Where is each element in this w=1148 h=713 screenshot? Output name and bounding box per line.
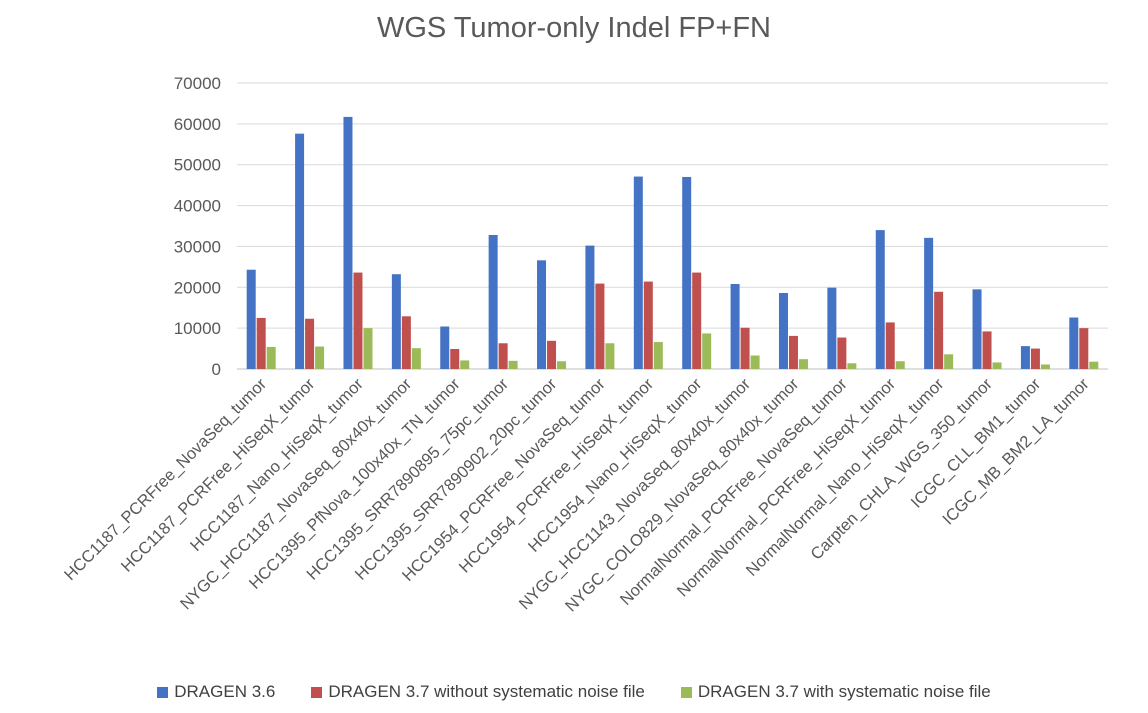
y-tick-label: 10000 bbox=[174, 319, 221, 338]
bar-series-1 bbox=[633, 176, 643, 369]
bar-series-1 bbox=[488, 234, 498, 369]
bar-series-3 bbox=[1040, 364, 1050, 369]
y-tick-label: 70000 bbox=[174, 74, 221, 93]
x-tick-label: Carpten_CHLA_WGS_350_tumor bbox=[807, 375, 996, 564]
bar-series-3 bbox=[557, 361, 567, 369]
legend-swatch-series-2 bbox=[311, 686, 323, 698]
legend-item-series-2: DRAGEN 3.7 without systematic noise file bbox=[311, 682, 645, 702]
bar-series-3 bbox=[460, 360, 470, 369]
y-tick-label: 20000 bbox=[174, 278, 221, 297]
bar-series-1 bbox=[875, 230, 885, 369]
bar-series-3 bbox=[992, 362, 1002, 369]
legend-item-series-3: DRAGEN 3.7 with systematic noise file bbox=[680, 682, 991, 702]
bar-series-2 bbox=[885, 322, 895, 369]
bar-series-2 bbox=[982, 331, 992, 369]
bar-series-1 bbox=[827, 287, 837, 369]
bar-series-1 bbox=[391, 274, 401, 369]
bar-series-2 bbox=[595, 283, 605, 369]
legend-item-series-1: DRAGEN 3.6 bbox=[157, 682, 275, 702]
bar-series-1 bbox=[585, 245, 595, 369]
bar-series-1 bbox=[343, 116, 353, 369]
bar-series-1 bbox=[440, 326, 450, 369]
bar-series-2 bbox=[1030, 348, 1040, 369]
bar-series-1 bbox=[730, 284, 740, 369]
x-tick-label: HCC1187_Nano_HiSeqX_tumor bbox=[187, 375, 367, 555]
y-tick-label: 60000 bbox=[174, 115, 221, 134]
bar-series-1 bbox=[246, 269, 256, 369]
bar-series-1 bbox=[924, 237, 934, 369]
legend-label-series-1: DRAGEN 3.6 bbox=[174, 682, 276, 701]
bar-series-2 bbox=[788, 335, 798, 369]
bar-series-3 bbox=[847, 363, 857, 369]
bar-series-2 bbox=[643, 281, 653, 369]
x-tick-label: HCC1954_Nano_HiSeqX_tumor bbox=[525, 375, 706, 556]
bar-series-3 bbox=[363, 328, 373, 369]
bar-series-3 bbox=[895, 361, 905, 369]
bar-series-2 bbox=[401, 316, 411, 369]
y-tick-label: 50000 bbox=[174, 156, 221, 175]
bar-series-1 bbox=[1069, 317, 1079, 369]
bar-series-2 bbox=[256, 317, 266, 369]
chart-title: WGS Tumor-only Indel FP+FN bbox=[376, 12, 772, 44]
bar-series-2 bbox=[692, 272, 702, 369]
bar-series-2 bbox=[353, 272, 363, 369]
legend-label-series-3: DRAGEN 3.7 with systematic noise file bbox=[697, 682, 991, 701]
bar-series-3 bbox=[508, 360, 518, 369]
chart-legend: DRAGEN 3.6 DRAGEN 3.7 without systematic… bbox=[0, 682, 1148, 702]
bar-series-1 bbox=[537, 260, 547, 369]
bar-series-2 bbox=[450, 348, 460, 369]
bar-series-3 bbox=[315, 346, 325, 369]
bar-series-2 bbox=[498, 343, 508, 369]
bar-series-2 bbox=[740, 327, 750, 369]
y-tick-label: 0 bbox=[212, 360, 221, 379]
bar-series-3 bbox=[1089, 361, 1099, 369]
bar-series-3 bbox=[702, 333, 712, 369]
bar-series-3 bbox=[750, 355, 760, 369]
bar-series-1 bbox=[972, 289, 982, 369]
y-tick-label: 30000 bbox=[174, 237, 221, 256]
bar-series-2 bbox=[305, 318, 315, 369]
bar-series-1 bbox=[682, 176, 692, 369]
bar-series-2 bbox=[1079, 328, 1089, 369]
bar-series-2 bbox=[837, 337, 847, 369]
y-tick-label: 40000 bbox=[174, 197, 221, 216]
bar-series-3 bbox=[944, 354, 954, 369]
bar-series-1 bbox=[778, 293, 788, 369]
legend-label-series-2: DRAGEN 3.7 without systematic noise file bbox=[328, 682, 645, 701]
bar-series-2 bbox=[547, 340, 557, 369]
bar-series-2 bbox=[934, 291, 944, 369]
bar-series-1 bbox=[295, 133, 305, 369]
bar-series-3 bbox=[411, 348, 421, 369]
bar-series-1 bbox=[1020, 346, 1030, 369]
bar-series-3 bbox=[653, 342, 663, 369]
bar-series-3 bbox=[798, 359, 808, 369]
legend-swatch-series-1 bbox=[157, 686, 169, 698]
bar-series-3 bbox=[605, 343, 615, 369]
x-tick-label: NormalNormal_PCRFree_NovaSeq_tumor bbox=[617, 375, 851, 609]
bar-series-3 bbox=[266, 346, 276, 369]
legend-swatch-series-3 bbox=[680, 686, 692, 698]
